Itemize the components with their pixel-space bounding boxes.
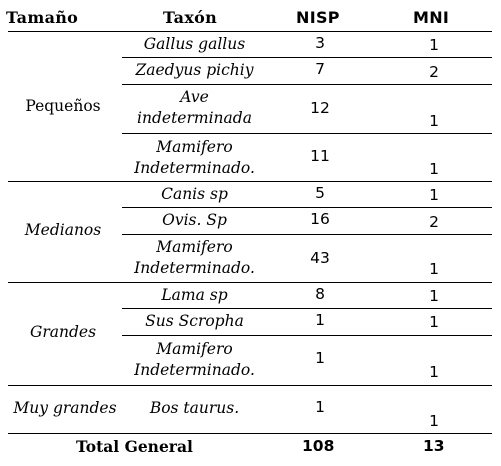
taxon-cell: Canis sp bbox=[161, 185, 228, 203]
nisp-cell: 16 bbox=[310, 210, 330, 228]
total-label: Total General bbox=[76, 437, 193, 456]
row-rule bbox=[122, 84, 492, 85]
total-nisp: 108 bbox=[302, 437, 335, 455]
nisp-cell: 1 bbox=[315, 349, 325, 367]
mni-cell: 2 bbox=[429, 213, 439, 231]
nisp-cell: 43 bbox=[310, 249, 330, 267]
mni-cell: 1 bbox=[429, 36, 439, 54]
header-taxon: Taxón bbox=[163, 8, 218, 27]
header-size: Tamaño bbox=[6, 8, 79, 27]
header-rule bbox=[8, 31, 492, 32]
taxon-cell: Mamifero bbox=[156, 238, 233, 256]
nisp-cell: 1 bbox=[315, 311, 325, 329]
taxon-cell: Indeterminado. bbox=[134, 159, 255, 177]
nisp-cell: 3 bbox=[315, 34, 325, 52]
nisp-cell: 5 bbox=[315, 184, 325, 202]
mni-cell: 1 bbox=[429, 260, 439, 278]
taxon-cell: Zaedyus pichiy bbox=[135, 61, 254, 79]
mni-cell: 1 bbox=[429, 313, 439, 331]
row-rule bbox=[122, 207, 492, 208]
taxon-cell: Ovis. Sp bbox=[162, 211, 227, 229]
nisp-cell: 8 bbox=[315, 285, 325, 303]
row-rule bbox=[122, 308, 492, 309]
row-rule bbox=[122, 133, 492, 134]
row-rule bbox=[122, 57, 492, 58]
mni-cell: 1 bbox=[429, 186, 439, 204]
header-mni: MNI bbox=[413, 8, 450, 27]
taxon-cell: Gallus gallus bbox=[143, 35, 246, 53]
group-label: Muy grandes bbox=[13, 399, 117, 417]
nisp-cell: 12 bbox=[310, 99, 330, 117]
taxon-cell: Indeterminado. bbox=[134, 259, 255, 277]
mni-cell: 1 bbox=[429, 112, 439, 130]
nisp-cell: 7 bbox=[315, 60, 325, 78]
mni-cell: 1 bbox=[429, 160, 439, 178]
total-rule bbox=[8, 433, 492, 434]
taxon-cell: Mamifero bbox=[156, 340, 233, 358]
group-rule bbox=[8, 385, 492, 386]
group-rule bbox=[8, 282, 492, 283]
nisp-cell: 11 bbox=[310, 147, 330, 165]
header-nisp: NISP bbox=[296, 8, 340, 27]
total-mni: 13 bbox=[423, 437, 445, 455]
taxon-cell: indeterminada bbox=[137, 109, 252, 127]
taxon-cell: Sus Scropha bbox=[145, 312, 244, 330]
group-label: Pequeños bbox=[25, 97, 101, 115]
taxon-cell: Bos taurus. bbox=[149, 399, 240, 417]
mni-cell: 1 bbox=[429, 287, 439, 305]
taxon-cell: Ave bbox=[180, 88, 209, 106]
taxon-cell: Lama sp bbox=[161, 286, 228, 304]
mni-cell: 1 bbox=[429, 363, 439, 381]
mni-cell: 2 bbox=[429, 63, 439, 81]
group-label: Grandes bbox=[29, 323, 97, 341]
row-rule bbox=[122, 335, 492, 336]
taxon-cell: Indeterminado. bbox=[134, 361, 255, 379]
group-label: Medianos bbox=[24, 221, 102, 239]
row-rule bbox=[122, 234, 492, 235]
taxon-cell: Mamifero bbox=[156, 138, 233, 156]
nisp-cell: 1 bbox=[315, 398, 325, 416]
mni-cell: 1 bbox=[429, 412, 439, 430]
group-rule bbox=[8, 181, 492, 182]
